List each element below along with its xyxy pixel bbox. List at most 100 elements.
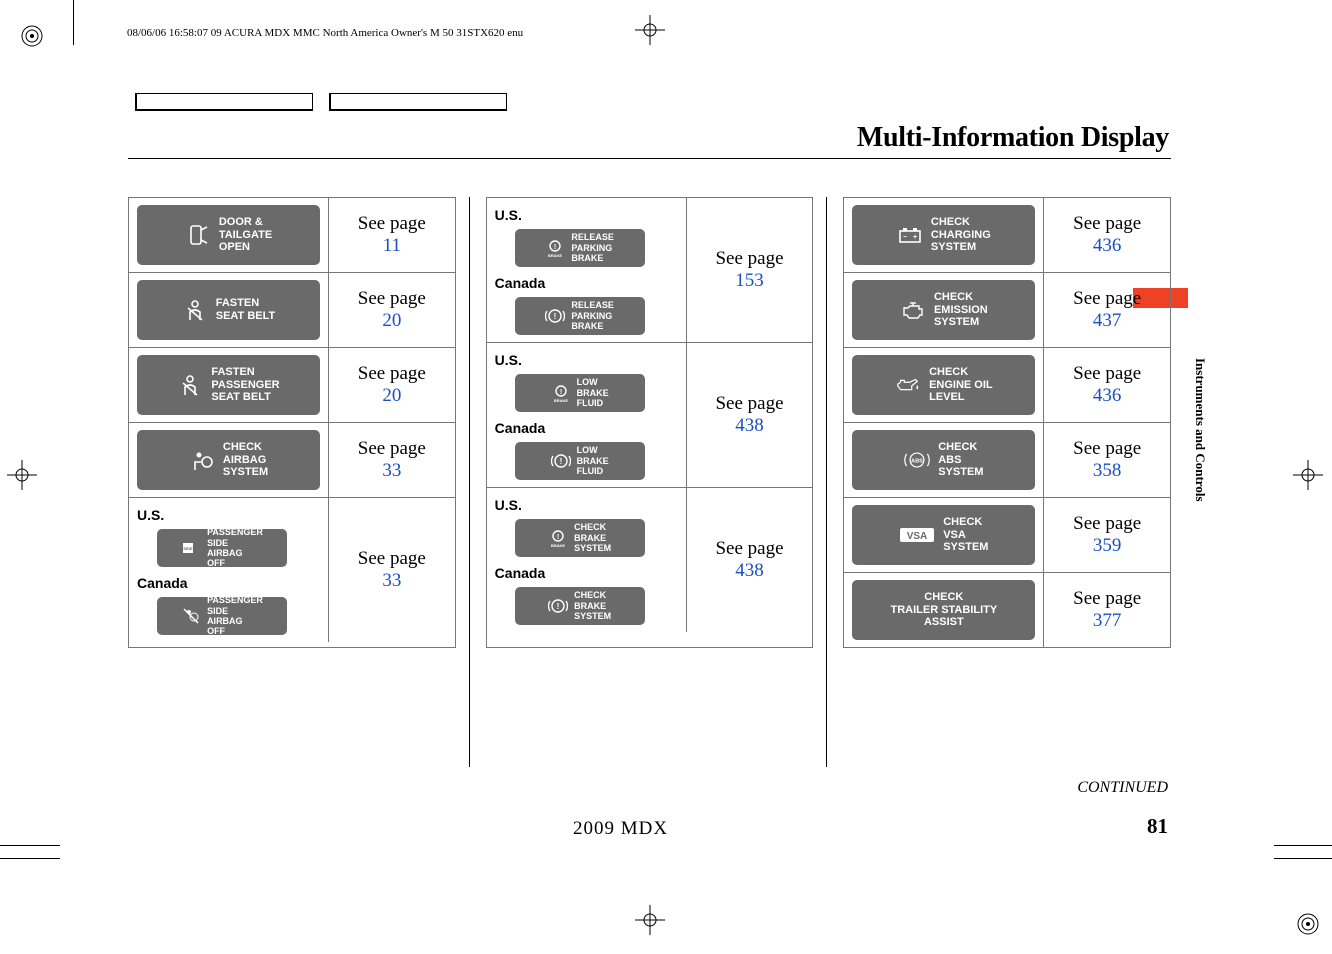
battery-icon: −+ <box>897 222 923 248</box>
warning-icon-check-brake-system-ca: ! CHECKBRAKESYSTEM <box>515 587 645 625</box>
svg-text:+: + <box>913 234 917 241</box>
svg-text:!: ! <box>557 602 560 611</box>
side-airbag-off-icon: SIDE <box>181 538 201 558</box>
column-divider <box>826 197 827 767</box>
svg-text:BRAKE: BRAKE <box>554 398 569 403</box>
warning-label: CHECKAIRBAGSYSTEM <box>223 441 268 479</box>
svg-text:BRAKE: BRAKE <box>548 253 563 258</box>
header-metadata: 08/06/06 16:58:07 09 ACURA MDX MMC North… <box>127 27 523 39</box>
table-row: FASTENPASSENGERSEAT BELT See page 20 <box>129 348 455 423</box>
warning-icon-low-brake-fluid-us: !BRAKE LOWBRAKEFLUID <box>515 374 645 412</box>
warning-icon-check-emission-system: CHECKEMISSIONSYSTEM <box>852 280 1035 340</box>
page-link[interactable]: 11 <box>383 235 401 257</box>
warning-icon-low-brake-fluid-ca: ! LOWBRAKEFLUID <box>515 442 645 480</box>
see-page-label: See page <box>1073 588 1141 610</box>
see-page-label: See page <box>715 393 783 415</box>
page-link[interactable]: 377 <box>1093 610 1122 632</box>
oil-can-icon <box>895 372 921 398</box>
warning-label: CHECKABSSYSTEM <box>938 441 983 479</box>
see-page-label: See page <box>1073 438 1141 460</box>
region-label-us: U.S. <box>495 207 678 223</box>
region-label-canada: Canada <box>495 420 678 436</box>
svg-text:!: ! <box>559 457 562 466</box>
footer-year-model: 2009 MDX <box>573 818 668 840</box>
warning-table-col3: −+ CHECKCHARGINGSYSTEM See page 436 CHEC… <box>843 197 1171 648</box>
section-side-label: Instruments and Controls <box>1190 330 1210 530</box>
page-link[interactable]: 436 <box>1093 385 1122 407</box>
seatbelt-icon <box>177 372 203 398</box>
svg-text:VSA: VSA <box>907 531 928 542</box>
page-link[interactable]: 359 <box>1093 535 1122 557</box>
warning-label: CHECKTRAILER STABILITYASSIST <box>890 591 997 629</box>
brake-ca-icon: ! <box>551 451 571 471</box>
trim-mark <box>1274 845 1332 846</box>
page-link[interactable]: 20 <box>382 385 401 407</box>
registration-mark-icon <box>21 25 43 47</box>
see-page-label: See page <box>1073 213 1141 235</box>
warning-icon-check-brake-system-us: !BRAKE CHECKBRAKESYSTEM <box>515 519 645 557</box>
brake-ca-icon: ! <box>545 306 565 326</box>
table-row: U.S. !BRAKE RELEASEPARKINGBRAKE Canada !… <box>487 198 813 343</box>
svg-text:−: − <box>903 234 907 241</box>
page-link[interactable]: 33 <box>382 460 401 482</box>
vsa-icon: VSA <box>899 522 935 548</box>
page-link[interactable]: 33 <box>382 570 401 592</box>
trim-mark <box>73 0 74 45</box>
blank-box <box>135 93 313 111</box>
page-link[interactable]: 438 <box>735 415 764 437</box>
warning-icon-door-tailgate-open: DOOR &TAILGATEOPEN <box>137 205 320 265</box>
brake-icon: !BRAKE <box>548 528 568 548</box>
warning-label: CHECKBRAKESYSTEM <box>574 522 611 553</box>
table-row: VSA CHECKVSASYSTEM See page 359 <box>844 498 1170 573</box>
region-label-canada: Canada <box>137 575 320 591</box>
warning-label: CHECKCHARGINGSYSTEM <box>931 216 991 254</box>
svg-text:!: ! <box>557 534 559 541</box>
warning-label: FASTENPASSENGERSEAT BELT <box>211 366 279 404</box>
region-label-us: U.S. <box>495 497 678 513</box>
crop-cross-icon <box>635 15 665 45</box>
trim-mark <box>0 858 60 859</box>
page-link[interactable]: 153 <box>735 270 764 292</box>
warning-label: PASSENGERSIDEAIRBAGOFF <box>207 527 263 568</box>
warning-icon-release-parking-brake-ca: ! RELEASEPARKINGBRAKE <box>515 297 645 335</box>
table-row: FASTENSEAT BELT See page 20 <box>129 273 455 348</box>
brake-icon: !BRAKE <box>551 383 571 403</box>
warning-label: RELEASEPARKINGBRAKE <box>571 300 614 331</box>
warning-label: DOOR &TAILGATEOPEN <box>219 216 272 254</box>
warning-icon-check-vsa-system: VSA CHECKVSASYSTEM <box>852 505 1035 565</box>
warning-icon-check-engine-oil-level: CHECKENGINE OILLEVEL <box>852 355 1035 415</box>
seatbelt-icon <box>182 297 208 323</box>
page-link[interactable]: 437 <box>1093 310 1122 332</box>
page-link[interactable]: 436 <box>1093 235 1122 257</box>
engine-icon <box>900 297 926 323</box>
see-page-label: See page <box>358 363 426 385</box>
see-page-label: See page <box>1073 513 1141 535</box>
warning-icon-fasten-seat-belt: FASTENSEAT BELT <box>137 280 320 340</box>
warning-icon-passenger-side-airbag-off-us: SIDE PASSENGERSIDEAIRBAGOFF <box>157 529 287 567</box>
registration-mark-icon <box>1297 913 1319 935</box>
page-number: 81 <box>1147 814 1168 839</box>
page-title: Multi-Information Display <box>857 122 1169 154</box>
svg-text:SIDE: SIDE <box>183 546 193 551</box>
abs-icon: ABS <box>904 447 930 473</box>
svg-text:!: ! <box>554 244 556 251</box>
table-row: U.S. !BRAKE CHECKBRAKESYSTEM Canada ! CH… <box>487 488 813 632</box>
table-row: U.S. !BRAKE LOWBRAKEFLUID Canada ! LOWBR… <box>487 343 813 488</box>
region-label-canada: Canada <box>495 565 678 581</box>
side-airbag-off-icon <box>181 606 201 626</box>
warning-label: CHECKBRAKESYSTEM <box>574 590 611 621</box>
table-row: CHECKENGINE OILLEVEL See page 436 <box>844 348 1170 423</box>
blank-field-boxes <box>135 93 507 111</box>
table-row: CHECKAIRBAGSYSTEM See page 33 <box>129 423 455 498</box>
see-page-label: See page <box>1073 288 1141 310</box>
warning-label: CHECKVSASYSTEM <box>943 516 988 554</box>
warning-icon-check-trailer-stability-assist: CHECKTRAILER STABILITYASSIST <box>852 580 1035 640</box>
crop-cross-icon <box>635 905 665 935</box>
warning-table-col1: DOOR &TAILGATEOPEN See page 11 FASTENSEA… <box>128 197 456 648</box>
page-link[interactable]: 20 <box>382 310 401 332</box>
page-link[interactable]: 358 <box>1093 460 1122 482</box>
region-label-us: U.S. <box>137 507 320 523</box>
continued-label: CONTINUED <box>1077 779 1168 797</box>
table-row: CHECKTRAILER STABILITYASSIST See page 37… <box>844 573 1170 647</box>
page-link[interactable]: 438 <box>735 560 764 582</box>
